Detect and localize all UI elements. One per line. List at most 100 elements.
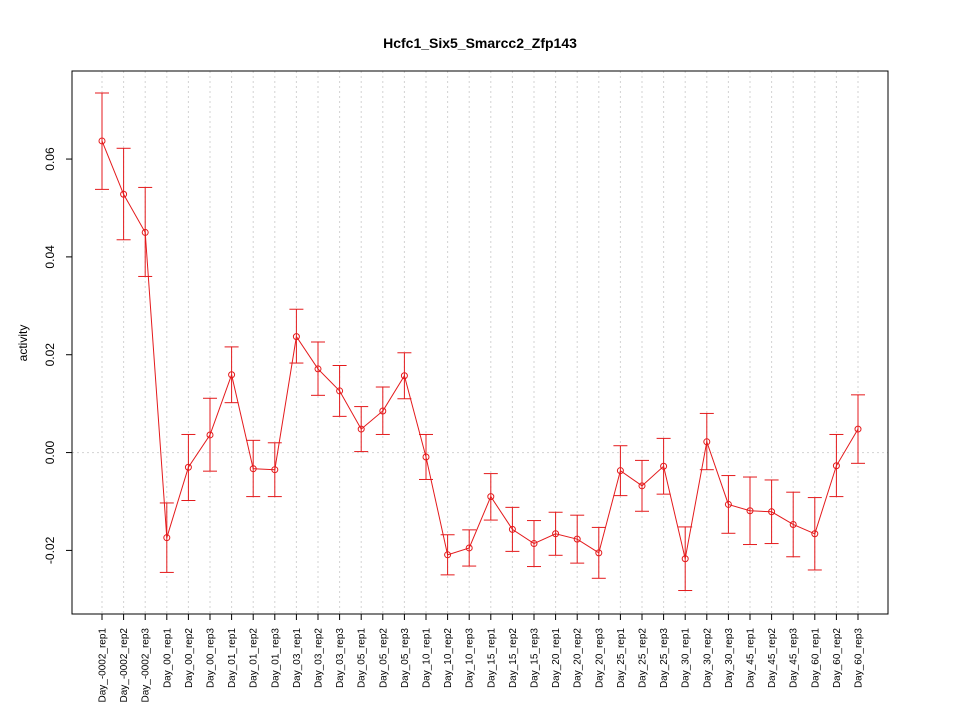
plot-area: [71, 70, 889, 615]
error-bar: [764, 479, 779, 545]
data-point: [465, 544, 473, 552]
x-tick-label: Day_03_rep1: [292, 628, 303, 688]
data-point: [832, 462, 840, 470]
error-bar: [591, 526, 606, 579]
data-point: [271, 466, 279, 474]
x-tick-label: Day_25_rep1: [616, 628, 627, 688]
y-tick-label: -0.02: [43, 536, 57, 564]
x-tick-label: Day_60_rep1: [810, 628, 821, 688]
data-point: [638, 482, 646, 490]
error-bar: [95, 92, 109, 190]
error-bar: [311, 341, 325, 396]
y-axis: -0.02 0.00 0.02 0.04 0.06: [43, 147, 72, 564]
error-bar: [829, 433, 844, 498]
y-tick-label: 0.04: [43, 245, 57, 269]
chart-title: Hcfc1_Six5_Smarcc2_Zfp143: [383, 35, 577, 51]
error-bar: [289, 308, 304, 364]
error-bar: [440, 534, 455, 576]
x-tick-label: Day_05_rep1: [357, 628, 368, 688]
error-bar: [419, 433, 433, 480]
error-bar: [548, 511, 563, 556]
x-tick-label: Day_20_rep2: [573, 628, 584, 688]
x-tick-label: Day_15_rep3: [530, 628, 541, 688]
data-point: [206, 431, 214, 439]
data-point: [595, 549, 603, 557]
x-tick-label: Day_60_rep3: [854, 628, 865, 688]
series: [95, 92, 865, 592]
x-tick-label: Day_-0002_rep1: [98, 628, 109, 703]
x-tick-label: Day_00_rep1: [162, 628, 173, 688]
data-point: [487, 493, 495, 501]
data-point: [184, 463, 192, 471]
error-bar: [116, 147, 131, 241]
x-tick-label: Day_05_rep2: [378, 628, 389, 688]
error-bar: [807, 497, 822, 571]
x-tick-label: Day_01_rep3: [270, 628, 281, 688]
error-bar: [505, 506, 520, 552]
data-point: [660, 462, 668, 470]
data-point: [746, 507, 754, 515]
error-bar: [721, 475, 736, 534]
data-point: [681, 555, 689, 563]
x-tick-label: Day_25_rep2: [638, 628, 649, 688]
error-bar: [332, 364, 347, 417]
x-tick-label: Day_45_rep1: [746, 628, 757, 688]
data-point: [616, 467, 624, 475]
data-point: [508, 525, 516, 533]
x-tick-label: Day_-0002_rep3: [141, 628, 152, 703]
data-point: [163, 534, 171, 542]
error-bar: [570, 514, 585, 564]
data-point: [314, 365, 322, 373]
grid: [72, 71, 888, 614]
x-tick-label: Day_15_rep2: [508, 628, 519, 688]
x-tick-label: Day_25_rep3: [659, 628, 670, 688]
error-bar: [159, 502, 174, 573]
data-point: [854, 425, 862, 433]
x-tick-label: Day_03_rep2: [314, 628, 325, 688]
data-point: [357, 425, 365, 433]
x-tick-label: Day_10_rep1: [422, 628, 433, 688]
error-bar: [462, 529, 477, 567]
data-point: [292, 333, 300, 341]
data-point: [141, 228, 149, 236]
x-tick-label: Day_00_rep3: [206, 628, 217, 688]
x-tick-label: Day_05_rep3: [400, 628, 411, 688]
error-bar: [375, 386, 390, 435]
error-bar: [267, 442, 282, 498]
x-tick-label: Day_-0002_rep2: [119, 628, 130, 703]
x-tick-label: Day_01_rep2: [249, 628, 260, 688]
x-tick-label: Day_45_rep3: [789, 628, 800, 688]
error-bar: [527, 520, 541, 568]
data-point: [228, 371, 236, 379]
data-point: [703, 438, 711, 446]
x-tick-label: Day_20_rep1: [551, 628, 562, 688]
data-point: [724, 500, 732, 508]
data-point: [789, 520, 797, 528]
error-bar: [613, 445, 628, 497]
data-point: [249, 465, 257, 473]
x-tick-label: Day_00_rep2: [184, 628, 195, 688]
x-tick-label: Day_30_rep3: [724, 628, 735, 688]
data-point: [336, 387, 344, 395]
data-point: [552, 530, 560, 538]
error-bar: [786, 491, 801, 558]
x-tick-label: Day_01_rep1: [227, 628, 238, 688]
data-point: [573, 535, 581, 543]
data-point: [444, 551, 452, 559]
x-axis: Day_-0002_rep1 Day_-0002_rep2 Day_-0002_re…: [98, 614, 865, 703]
error-bar: [354, 406, 369, 453]
data-point: [400, 372, 408, 380]
x-tick-label: Day_60_rep2: [832, 628, 843, 688]
error-bar: [635, 459, 649, 512]
x-tick-label: Day_10_rep3: [465, 628, 476, 688]
error-bar: [224, 346, 239, 404]
error-bar: [203, 397, 217, 472]
y-axis-label: activity: [16, 325, 30, 362]
x-tick-label: Day_20_rep3: [594, 628, 605, 688]
x-tick-label: Day_45_rep2: [767, 628, 778, 688]
data-point: [530, 540, 538, 548]
error-bar: [699, 412, 714, 471]
error-bar: [138, 186, 153, 277]
error-bar: [397, 352, 412, 400]
